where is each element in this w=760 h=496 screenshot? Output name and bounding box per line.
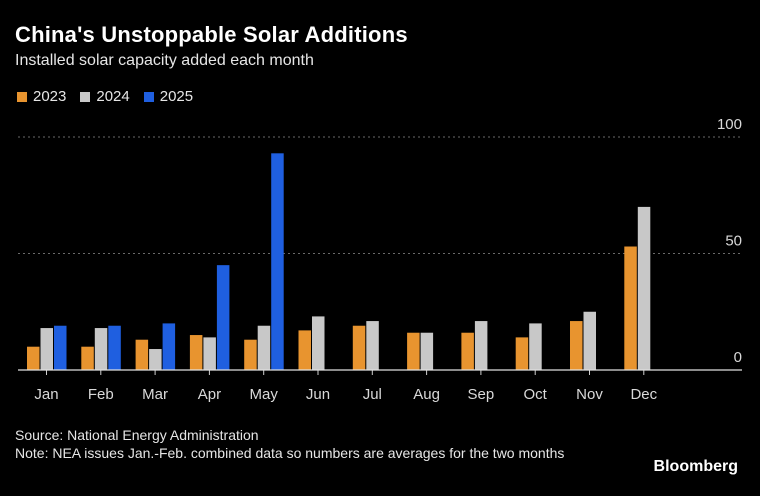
bar-2024-oct bbox=[529, 323, 542, 370]
bar-2024-may bbox=[257, 325, 271, 370]
bar-2024-aug bbox=[420, 332, 434, 370]
x-tick-label-oct: Oct bbox=[524, 386, 548, 403]
bar-2025-mar bbox=[162, 323, 176, 370]
legend-label-2023: 2023 bbox=[33, 88, 67, 105]
bar-2023-nov bbox=[570, 321, 583, 370]
legend-label-2024: 2024 bbox=[96, 88, 130, 105]
bar-2025-feb bbox=[108, 325, 121, 370]
x-tick-label-nov: Nov bbox=[576, 386, 603, 403]
bar-2023-jul bbox=[352, 325, 366, 370]
bar-2023-dec bbox=[624, 246, 637, 370]
bar-2024-nov bbox=[583, 311, 596, 370]
bar-2024-jul bbox=[366, 321, 379, 370]
bar-2024-jan bbox=[40, 328, 53, 370]
x-tick-label-feb: Feb bbox=[88, 386, 114, 403]
legend-item-2023: 2023 bbox=[17, 88, 66, 105]
footnote: Note: NEA issues Jan.-Feb. combined data… bbox=[15, 445, 565, 461]
bar-2024-feb bbox=[94, 328, 108, 370]
legend-item-2024: 2024 bbox=[80, 88, 130, 105]
legend-item-2025: 2025 bbox=[143, 88, 194, 105]
bar-2024-apr bbox=[203, 337, 216, 370]
bar-2023-aug bbox=[407, 332, 420, 370]
x-tick-label-aug: Aug bbox=[413, 386, 440, 403]
bar-2023-sep bbox=[461, 332, 474, 370]
x-tick-label-apr: Apr bbox=[198, 386, 221, 403]
bloomberg-logo: Bloomberg bbox=[653, 458, 738, 475]
chart-title: China's Unstoppable Solar Additions bbox=[15, 22, 408, 47]
y-tick-label-0: 0 bbox=[734, 349, 742, 366]
x-tick-label-jan: Jan bbox=[34, 386, 58, 403]
legend-label-2025: 2025 bbox=[159, 88, 194, 105]
bar-2023-feb bbox=[81, 346, 94, 370]
bar-2023-apr bbox=[189, 335, 203, 370]
source-note: Source: National Energy Administration bbox=[15, 427, 259, 443]
y-tick-label-100: 100 bbox=[717, 116, 742, 133]
bar-2024-sep bbox=[474, 321, 488, 370]
x-tick-label-may: May bbox=[250, 386, 279, 403]
bar-2024-mar bbox=[149, 349, 162, 370]
bar-2023-mar bbox=[135, 339, 149, 370]
x-tick-label-jul: Jul bbox=[363, 386, 382, 403]
legend-swatch-2024 bbox=[80, 91, 91, 102]
legend-swatch-2025 bbox=[143, 91, 154, 102]
bar-2023-oct bbox=[515, 337, 529, 370]
y-tick-label-50: 50 bbox=[725, 233, 742, 250]
x-tick-label-mar: Mar bbox=[142, 386, 168, 403]
x-tick-label-dec: Dec bbox=[630, 386, 657, 403]
bar-2023-may bbox=[244, 339, 257, 370]
bar-2023-jun bbox=[298, 330, 311, 370]
bar-2024-dec bbox=[637, 206, 651, 370]
bar-2025-may bbox=[271, 153, 284, 370]
x-tick-label-jun: Jun bbox=[306, 386, 330, 403]
bar-2025-jan bbox=[54, 325, 67, 370]
bar-2024-jun bbox=[312, 316, 325, 370]
legend-swatch-2023 bbox=[17, 91, 27, 102]
bar-2025-apr bbox=[216, 265, 230, 370]
x-tick-label-sep: Sep bbox=[468, 386, 495, 403]
bar-2023-jan bbox=[27, 346, 40, 370]
chart-subtitle: Installed solar capacity added each mont… bbox=[15, 52, 314, 69]
legend: 2023 2024 2025 bbox=[17, 88, 207, 105]
